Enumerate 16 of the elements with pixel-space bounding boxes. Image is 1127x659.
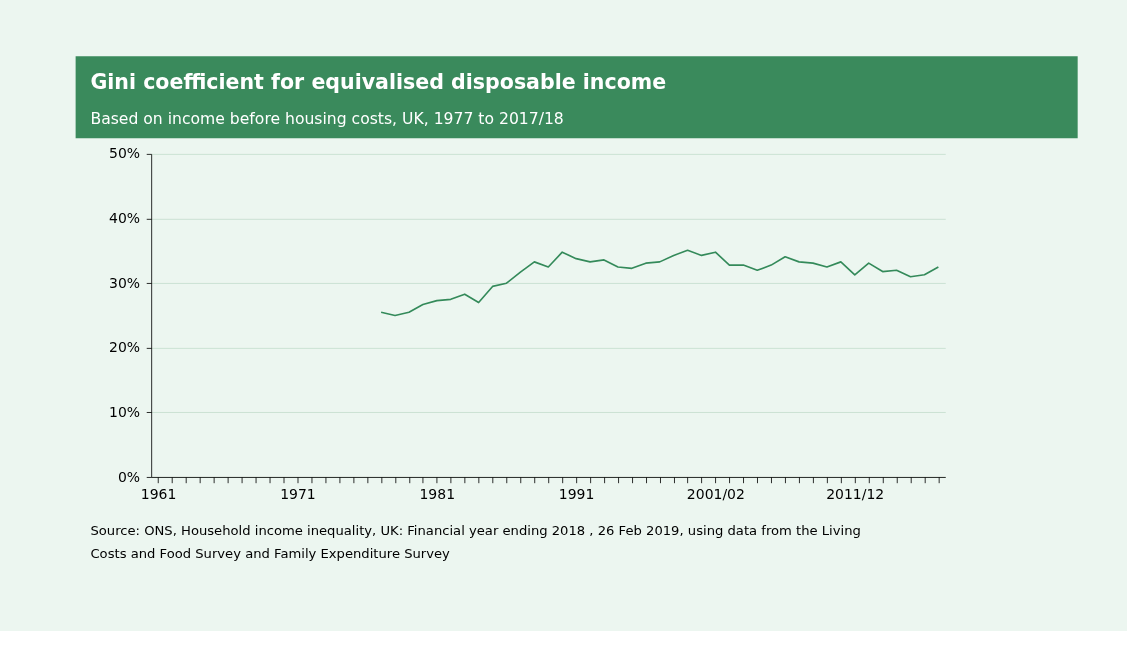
line-series — [380, 249, 940, 317]
chart-title: Gini coefficient for equivalised disposable income — [90, 70, 667, 95]
x-tick-label: 1981 — [419, 485, 456, 502]
x-tick-label: 1971 — [280, 485, 316, 502]
y-tick-label: 40% — [109, 210, 141, 227]
x-tick-label: 2011/12 — [826, 485, 885, 502]
x-tick-label: 1991 — [558, 485, 595, 502]
y-tick-label: 30% — [109, 274, 141, 291]
y-tick-label: 20% — [109, 339, 141, 356]
chart-subtitle: Based on income before housing costs, UK, 1977 to 2017/18 — [90, 110, 564, 129]
source-note: Source: ONS, Household income inequality, UK: Financial year ending 2018 , 26 Feb 2019, using data from the Living Costs and Food Survey and Family Expenditure Survey — [90, 522, 861, 561]
y-tick-label: 0% — [117, 468, 141, 485]
y-tick-label: 10% — [109, 403, 141, 420]
x-tick-label: 1961 — [140, 485, 177, 502]
x-tick-label: 2001/02 — [686, 485, 745, 502]
y-tick-label: 50% — [109, 145, 141, 162]
